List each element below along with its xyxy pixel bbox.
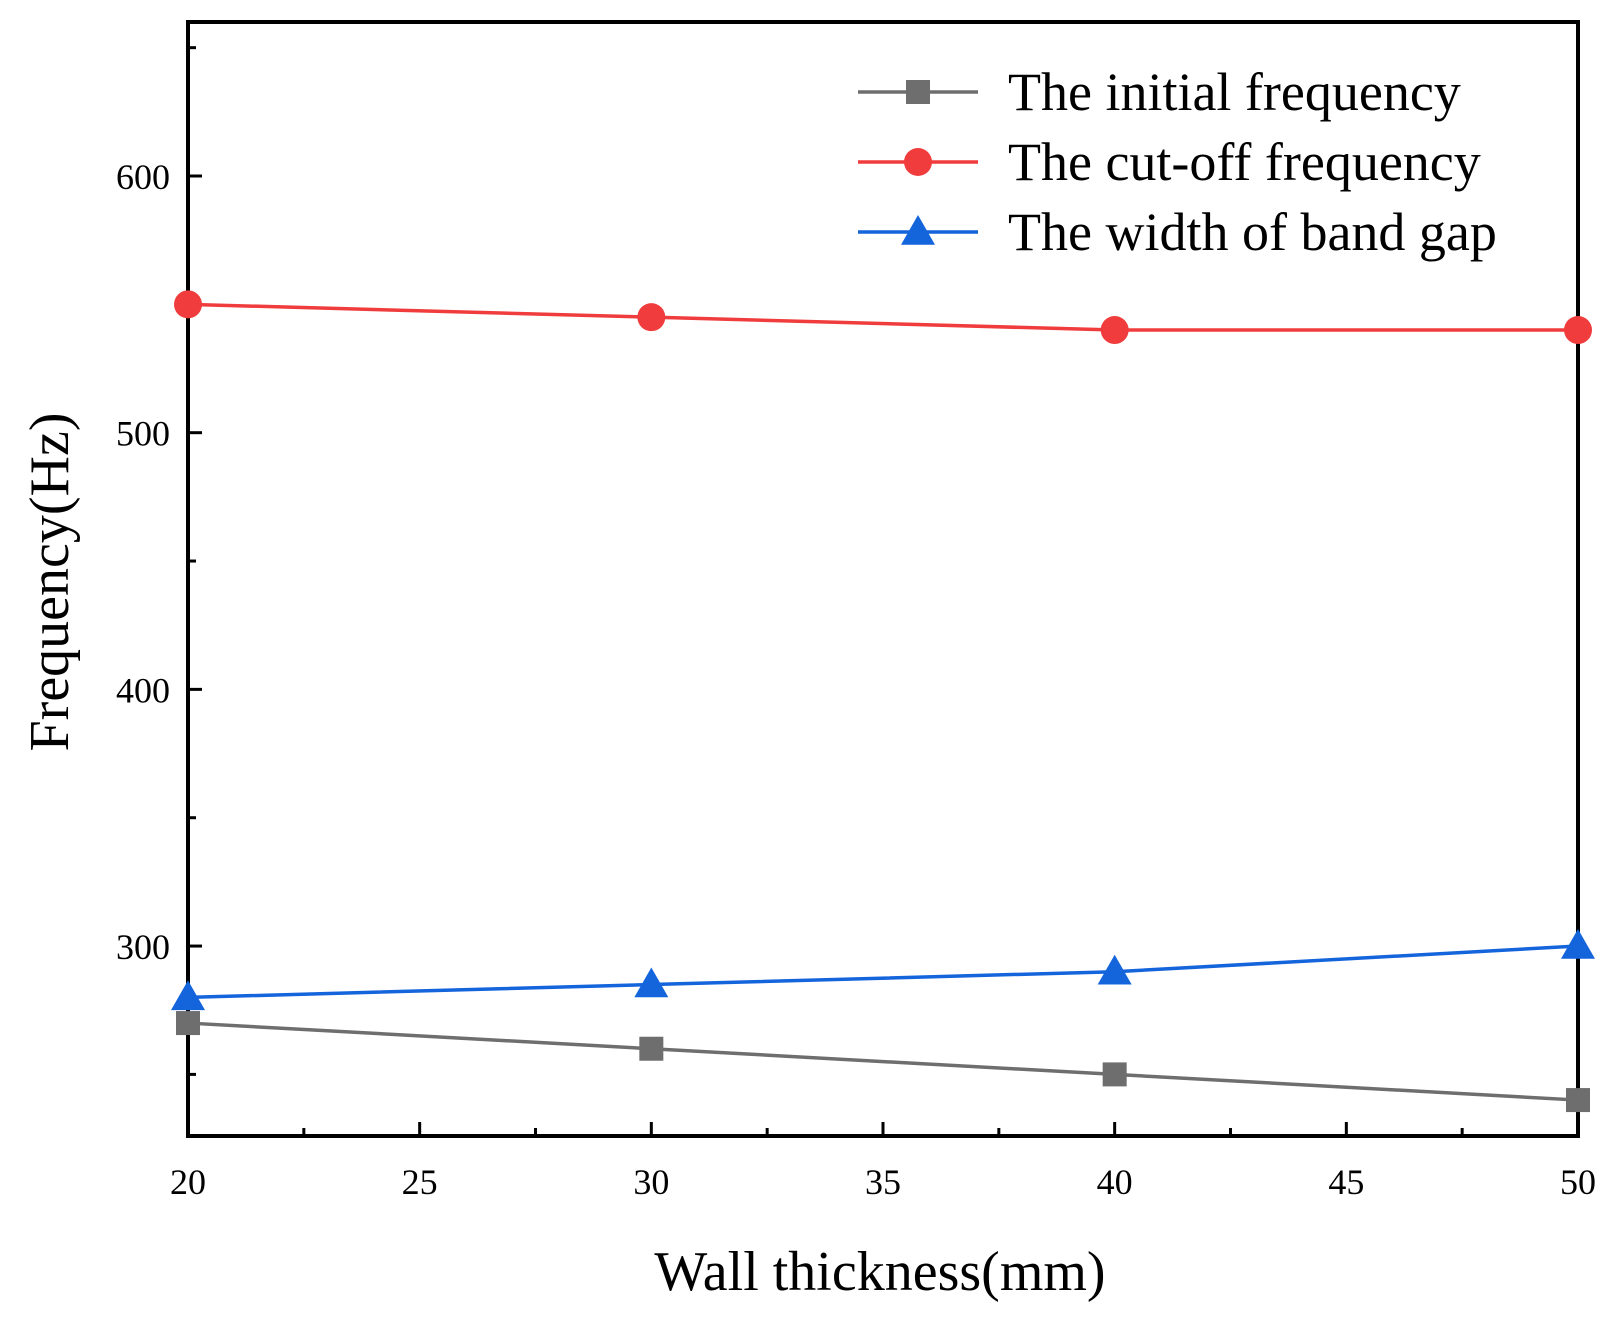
x-tick-label: 50	[1560, 1162, 1596, 1202]
legend-label: The width of band gap	[1008, 202, 1497, 262]
legend-item: The width of band gap	[858, 202, 1497, 262]
x-tick-label: 35	[865, 1162, 901, 1202]
legend: The initial frequency The cut-off frequen…	[858, 62, 1497, 262]
y-axis-title: Frequency(Hz)	[19, 413, 81, 752]
series-1	[176, 1011, 1590, 1113]
legend-item: The initial frequency	[858, 62, 1461, 122]
legend-label: The initial frequency	[1008, 62, 1461, 122]
y-tick-label: 500	[116, 414, 170, 454]
data-point	[639, 1036, 664, 1061]
x-tick-label: 45	[1328, 1162, 1364, 1202]
data-point	[176, 1011, 200, 1036]
x-tick-label: 20	[170, 1162, 206, 1202]
x-tick-label: 40	[1097, 1162, 1133, 1202]
series-line	[187, 302, 1578, 332]
legend-item: The cut-off frequency	[858, 132, 1481, 192]
data-point	[1100, 316, 1129, 345]
data-point	[1566, 1088, 1590, 1113]
y-tick-label: 600	[116, 157, 170, 197]
data-point	[1097, 954, 1132, 985]
data-point	[174, 290, 202, 319]
data-point	[637, 303, 666, 332]
series-line	[187, 944, 1579, 1000]
legend-marker	[901, 215, 935, 245]
data-point	[171, 980, 205, 1011]
x-axis-title: Wall thickness(mm)	[654, 1241, 1105, 1303]
series-2	[174, 290, 1592, 345]
y-tick-label: 400	[116, 670, 170, 710]
series-layer	[171, 290, 1595, 1113]
y-tick-label: 300	[116, 927, 170, 967]
data-point	[634, 967, 669, 998]
legend-marker	[906, 80, 930, 104]
data-point	[1102, 1062, 1127, 1087]
legend-marker	[904, 148, 932, 176]
x-axis: 20 25 30 35 40 45 50	[170, 1122, 1596, 1202]
x-tick-label: 30	[633, 1162, 669, 1202]
x-tick-label: 25	[402, 1162, 438, 1202]
data-point	[1564, 316, 1592, 345]
legend-label: The cut-off frequency	[1008, 132, 1481, 192]
data-point	[1561, 929, 1595, 959]
y-axis: 300 400 500 600	[116, 46, 202, 1076]
series-3	[171, 929, 1595, 1011]
series-line	[187, 1021, 1579, 1102]
